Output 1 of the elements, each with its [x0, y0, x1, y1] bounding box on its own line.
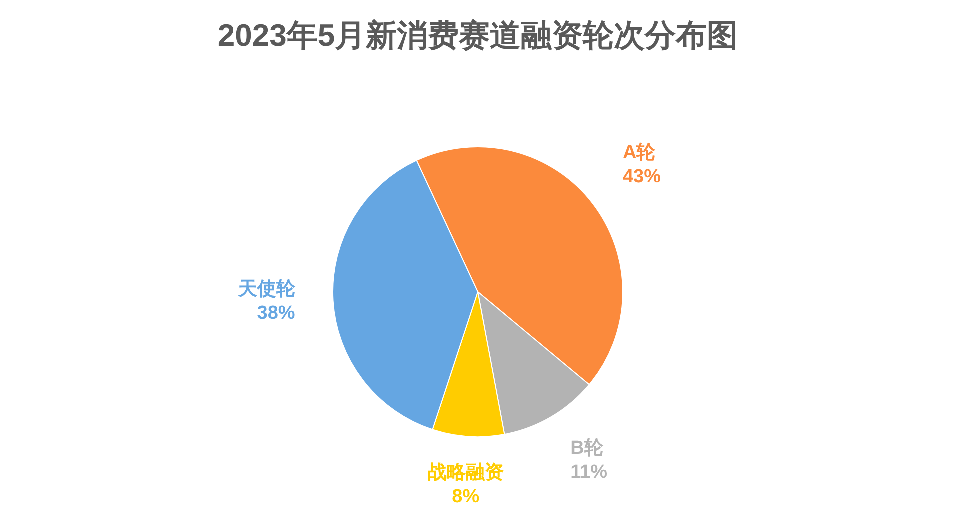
title: 2023年5月新消费赛道融资轮次分布图: [218, 18, 738, 53]
